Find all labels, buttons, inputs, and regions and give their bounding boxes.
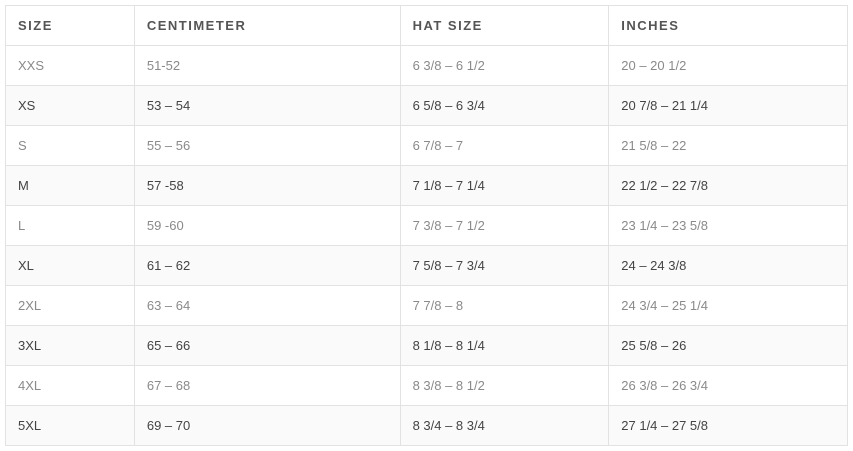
table-row: 4XL 67 – 68 8 3/8 – 8 1/2 26 3/8 – 26 3/4 xyxy=(5,365,848,406)
table-cell: 7 7/8 – 8 xyxy=(399,285,610,326)
header-row: SIZE CENTIMETER HAT SIZE INCHES xyxy=(5,5,848,46)
table-cell: 55 – 56 xyxy=(133,125,401,166)
table-cell: 24 3/4 – 25 1/4 xyxy=(608,285,848,326)
size-chart-table: SIZE CENTIMETER HAT SIZE INCHES XXS 51-52 6 3… xyxy=(5,5,848,446)
table-cell: 65 – 66 xyxy=(133,325,401,366)
table-cell: 25 5/8 – 26 xyxy=(608,325,848,366)
table-row: 2XL 63 – 64 7 7/8 – 8 24 3/4 – 25 1/4 xyxy=(5,285,848,326)
table-cell: 23 1/4 – 23 5/8 xyxy=(608,205,848,246)
table-cell: 67 – 68 xyxy=(133,365,401,406)
table-cell: XXS xyxy=(5,45,135,86)
column-header: HAT SIZE xyxy=(399,5,610,46)
table-row: M 57 -58 7 1/8 – 7 1/4 22 1/2 – 22 7/8 xyxy=(5,165,848,206)
table-cell: 7 1/8 – 7 1/4 xyxy=(399,165,610,206)
table-cell: 59 -60 xyxy=(133,205,401,246)
table-cell: 8 3/8 – 8 1/2 xyxy=(399,365,610,406)
table-row: XS 53 – 54 6 5/8 – 6 3/4 20 7/8 – 21 1/4 xyxy=(5,85,848,126)
table-row: 5XL 69 – 70 8 3/4 – 8 3/4 27 1/4 – 27 5/8 xyxy=(5,405,848,446)
table-cell: 26 3/8 – 26 3/4 xyxy=(608,365,848,406)
table-cell: S xyxy=(5,125,135,166)
table-cell: L xyxy=(5,205,135,246)
table-cell: 20 7/8 – 21 1/4 xyxy=(608,85,848,126)
table-cell: 24 – 24 3/8 xyxy=(608,245,848,286)
table-cell: 63 – 64 xyxy=(133,285,401,326)
table-cell: 6 5/8 – 6 3/4 xyxy=(399,85,610,126)
table-cell: 69 – 70 xyxy=(133,405,401,446)
table-cell: 6 7/8 – 7 xyxy=(399,125,610,166)
table-cell: 3XL xyxy=(5,325,135,366)
table-row: 3XL 65 – 66 8 1/8 – 8 1/4 25 5/8 – 26 xyxy=(5,325,848,366)
table-cell: 57 -58 xyxy=(133,165,401,206)
table-cell: M xyxy=(5,165,135,206)
table-cell: 2XL xyxy=(5,285,135,326)
column-header: SIZE xyxy=(5,5,135,46)
table-cell: 4XL xyxy=(5,365,135,406)
table-cell: 8 3/4 – 8 3/4 xyxy=(399,405,610,446)
table-cell: 8 1/8 – 8 1/4 xyxy=(399,325,610,366)
table-cell: 7 5/8 – 7 3/4 xyxy=(399,245,610,286)
table-row: XXS 51-52 6 3/8 – 6 1/2 20 – 20 1/2 xyxy=(5,45,848,86)
table-row: XL 61 – 62 7 5/8 – 7 3/4 24 – 24 3/8 xyxy=(5,245,848,286)
table-cell: 20 – 20 1/2 xyxy=(608,45,848,86)
table-cell: 22 1/2 – 22 7/8 xyxy=(608,165,848,206)
table-cell: 21 5/8 – 22 xyxy=(608,125,848,166)
table-cell: 27 1/4 – 27 5/8 xyxy=(608,405,848,446)
table-cell: 6 3/8 – 6 1/2 xyxy=(399,45,610,86)
table-cell: XL xyxy=(5,245,135,286)
column-header: INCHES xyxy=(608,5,848,46)
column-header: CENTIMETER xyxy=(133,5,401,46)
table-cell: 5XL xyxy=(5,405,135,446)
table-cell: XS xyxy=(5,85,135,126)
table-cell: 51-52 xyxy=(133,45,401,86)
table-row: S 55 – 56 6 7/8 – 7 21 5/8 – 22 xyxy=(5,125,848,166)
table-cell: 7 3/8 – 7 1/2 xyxy=(399,205,610,246)
table-row: L 59 -60 7 3/8 – 7 1/2 23 1/4 – 23 5/8 xyxy=(5,205,848,246)
table-cell: 61 – 62 xyxy=(133,245,401,286)
table-cell: 53 – 54 xyxy=(133,85,401,126)
